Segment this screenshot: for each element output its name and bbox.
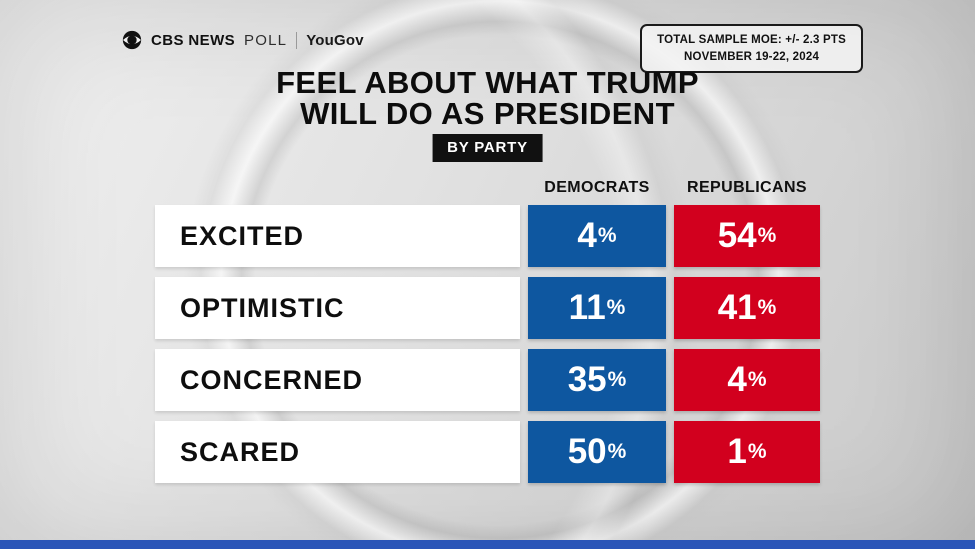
democrat-value-cell: 35% bbox=[528, 349, 666, 411]
moe-line-1: TOTAL SAMPLE MOE: +/- 2.3 PTS bbox=[657, 34, 846, 46]
row-label: OPTIMISTIC bbox=[155, 277, 520, 339]
percent-sign: % bbox=[757, 224, 777, 247]
value-number: 35 bbox=[567, 360, 607, 399]
yougov-label: YouGov bbox=[306, 31, 364, 49]
by-party-badge: BY PARTY bbox=[432, 134, 543, 162]
value-number: 4 bbox=[727, 360, 747, 399]
republican-value-cell: 1% bbox=[674, 421, 820, 483]
democrat-value-cell: 11% bbox=[528, 277, 666, 339]
percent-sign: % bbox=[747, 440, 767, 463]
republican-value-cell: 41% bbox=[674, 277, 820, 339]
value-number: 11 bbox=[568, 288, 606, 327]
moe-line-2: NOVEMBER 19-22, 2024 bbox=[684, 50, 820, 63]
table-row: SCARED 50% 1% bbox=[0, 421, 975, 483]
cbs-eye-icon bbox=[122, 30, 142, 50]
cbs-news-label: CBS NEWS bbox=[151, 31, 236, 49]
title-line-2: WILL DO AS PRESIDENT bbox=[300, 96, 675, 131]
column-header-democrats: DEMOCRATS bbox=[544, 179, 650, 196]
republican-value-cell: 54% bbox=[674, 205, 820, 267]
brand-divider bbox=[296, 31, 298, 49]
value-number: 54 bbox=[717, 216, 757, 255]
percent-sign: % bbox=[607, 368, 627, 391]
percent-sign: % bbox=[757, 296, 777, 319]
value-number: 4 bbox=[577, 216, 597, 255]
republican-value-cell: 4% bbox=[674, 349, 820, 411]
percent-sign: % bbox=[747, 368, 767, 391]
value-number: 41 bbox=[717, 288, 757, 327]
percent-sign: % bbox=[607, 440, 627, 463]
democrat-value-cell: 4% bbox=[528, 205, 666, 267]
row-label: CONCERNED bbox=[155, 349, 520, 411]
poll-label: POLL bbox=[244, 31, 288, 49]
value-number: 1 bbox=[727, 432, 747, 471]
table-row: EXCITED 4% 54% bbox=[0, 205, 975, 267]
row-label: SCARED bbox=[155, 421, 520, 483]
title-line-1: FEEL ABOUT WHAT TRUMP bbox=[276, 65, 699, 100]
table-row: OPTIMISTIC 11% 41% bbox=[0, 277, 975, 339]
column-header-republicans: REPUBLICANS bbox=[687, 179, 807, 196]
page-title: FEEL ABOUT WHAT TRUMP WILL DO AS PRESIDE… bbox=[0, 67, 975, 129]
bottom-strip bbox=[0, 540, 975, 549]
democrat-value-cell: 50% bbox=[528, 421, 666, 483]
table-row: CONCERNED 35% 4% bbox=[0, 349, 975, 411]
percent-sign: % bbox=[597, 224, 617, 247]
row-label: EXCITED bbox=[155, 205, 520, 267]
moe-box: TOTAL SAMPLE MOE: +/- 2.3 PTS NOVEMBER 1… bbox=[640, 24, 863, 74]
percent-sign: % bbox=[606, 296, 626, 319]
value-number: 50 bbox=[567, 432, 607, 471]
brand-row: CBS NEWS POLL YouGov bbox=[122, 30, 364, 50]
